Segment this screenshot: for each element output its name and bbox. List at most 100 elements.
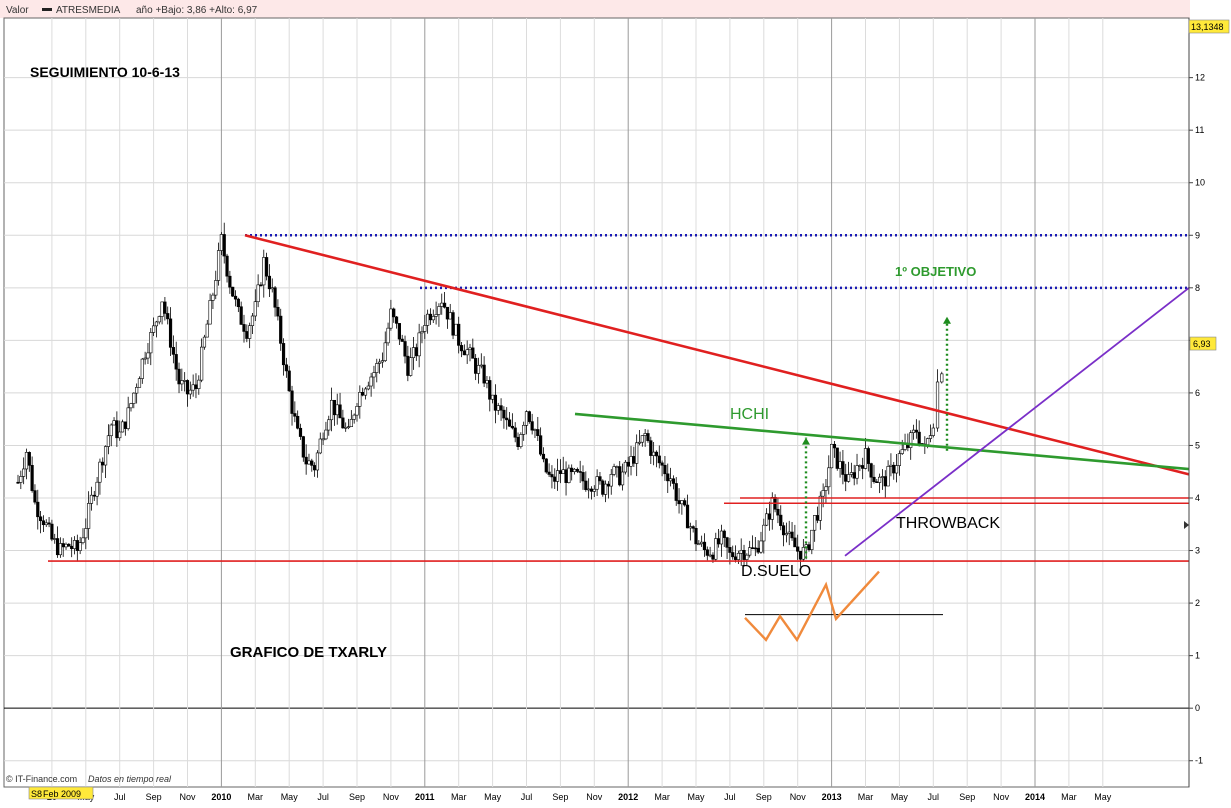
candle-body [875, 481, 879, 483]
candle-body [67, 543, 71, 547]
candle-body [400, 338, 404, 342]
candle-body [177, 368, 181, 385]
candle-body [620, 471, 625, 486]
candle-body [335, 404, 339, 416]
candle-body [815, 515, 820, 521]
y-tick-label: 9 [1195, 230, 1200, 240]
x-tick-label: Jul [724, 792, 736, 802]
candle-body [493, 394, 498, 411]
candle-body [530, 421, 534, 431]
candle-body [547, 471, 551, 475]
candle-body [168, 318, 173, 348]
candle-body [561, 469, 565, 474]
candle-body [516, 436, 520, 447]
candle-body [471, 347, 475, 359]
candle-body [273, 287, 277, 308]
candle-body [731, 552, 735, 558]
candle-body [931, 427, 935, 436]
candle-body [796, 546, 800, 552]
candle-body [522, 424, 526, 435]
candle-body [505, 417, 509, 421]
candle-body [225, 255, 229, 277]
candle-body [231, 286, 235, 297]
candle-body [722, 530, 726, 538]
candle-body [417, 332, 421, 357]
candle-body [581, 472, 585, 482]
candle-body [488, 380, 492, 400]
cursor-date-badge [28, 786, 94, 800]
y-axis: -10123456789101112 [1188, 18, 1205, 787]
candle-body [660, 462, 664, 466]
candle-body [380, 360, 385, 363]
candle-body [770, 497, 774, 520]
candle-body [880, 476, 885, 478]
x-tick-label: 2014 [1025, 792, 1045, 802]
candle-body [479, 364, 483, 367]
x-tick-label: May [1094, 792, 1112, 802]
candle-body [423, 325, 427, 332]
candle-body [629, 456, 633, 467]
candle-body [41, 520, 46, 526]
candle-body [171, 347, 175, 355]
candle-body [166, 313, 170, 320]
x-tick-label: Sep [146, 792, 162, 802]
symbol-label: ATRESMEDIA [56, 5, 121, 16]
candle-body [98, 461, 102, 483]
candle-body [135, 387, 139, 394]
candle-body [801, 547, 805, 560]
candle-body [572, 468, 577, 473]
candle-body [38, 516, 43, 522]
candle-body [745, 554, 749, 560]
candle-body [646, 433, 650, 441]
candle-body [911, 429, 916, 433]
x-tick-label: May [281, 792, 299, 802]
candle-body [872, 476, 876, 482]
candle-body [541, 453, 546, 460]
candle-body [304, 456, 308, 465]
grid [3, 17, 1190, 788]
x-tick-label: Sep [349, 792, 365, 802]
candle-body [290, 390, 294, 414]
scroll-caret-icon[interactable] [1184, 521, 1189, 529]
candle-body [606, 483, 611, 487]
candle-body [623, 461, 627, 473]
candle-body [332, 399, 337, 416]
candle-body [324, 429, 328, 440]
candle-body [844, 474, 848, 482]
candle-body [296, 415, 300, 429]
candle-body [233, 295, 238, 300]
candle-body [519, 434, 523, 447]
candle-body [33, 490, 37, 503]
candle-body [776, 508, 780, 516]
candle-body [256, 284, 260, 303]
candle-body [208, 300, 212, 325]
candle-body [846, 474, 851, 482]
candle-body [897, 453, 901, 466]
candle-body [211, 294, 215, 301]
candle-body [680, 500, 684, 505]
candle-body [671, 478, 675, 484]
candle-body [448, 312, 452, 320]
candle-body [841, 461, 845, 475]
candle-body [640, 435, 644, 443]
candle-body [818, 495, 822, 521]
x-tick-label: Nov [993, 792, 1010, 802]
candle-body [64, 543, 68, 548]
candle-body [790, 531, 794, 539]
candle-body [468, 347, 472, 350]
candle-body [146, 352, 150, 359]
candle-body [917, 431, 921, 444]
candle-body [784, 533, 788, 536]
candle-body [355, 406, 359, 416]
objetivo-label: 1º OBJETIVO [895, 264, 976, 279]
candle-body [663, 464, 667, 475]
y-tick-label: 3 [1195, 546, 1200, 556]
candle-body [635, 442, 639, 464]
candle-body [92, 494, 96, 497]
candle-body [205, 323, 209, 338]
candle-body [510, 425, 514, 429]
candle-body [454, 323, 458, 336]
candle-body [16, 481, 20, 484]
candle-body [900, 449, 904, 454]
